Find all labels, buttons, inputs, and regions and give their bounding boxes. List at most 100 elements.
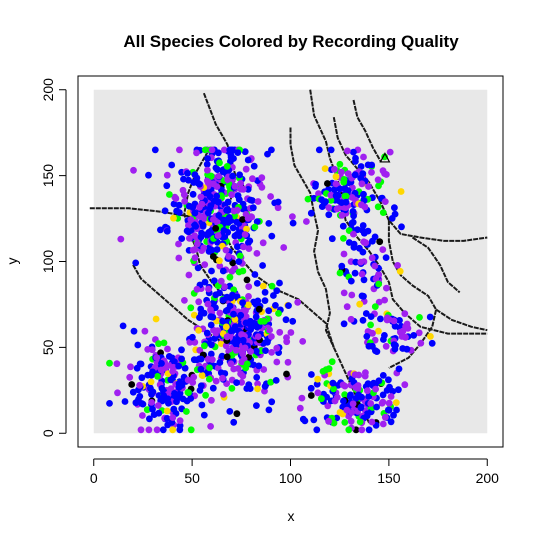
data-point	[244, 156, 252, 164]
data-point	[401, 381, 409, 389]
data-point	[130, 327, 138, 335]
data-point	[358, 201, 365, 209]
data-point	[170, 200, 178, 208]
data-point	[163, 171, 171, 179]
data-point	[229, 259, 237, 267]
stream-line	[387, 220, 438, 369]
data-point	[359, 248, 367, 256]
data-point	[273, 344, 281, 352]
data-point	[233, 410, 241, 418]
data-point	[151, 146, 159, 154]
data-point	[325, 211, 333, 219]
data-point	[237, 185, 245, 193]
data-point	[194, 264, 202, 272]
data-point	[340, 397, 347, 405]
data-point	[384, 406, 392, 414]
data-point	[249, 175, 256, 183]
data-point	[163, 227, 171, 235]
stream-line	[352, 99, 382, 163]
data-point	[236, 171, 244, 179]
data-point	[222, 323, 230, 331]
data-point	[336, 269, 344, 277]
data-point	[209, 253, 217, 260]
data-point	[244, 214, 252, 222]
data-point	[339, 381, 347, 389]
data-point	[153, 426, 161, 434]
data-point	[208, 267, 215, 275]
data-point	[390, 317, 398, 325]
data-point	[381, 296, 388, 304]
data-point	[216, 159, 223, 167]
data-point	[374, 176, 382, 184]
data-point	[164, 395, 172, 403]
data-point	[340, 320, 348, 328]
data-point	[206, 364, 213, 372]
data-point	[208, 356, 216, 363]
data-point	[235, 268, 243, 276]
data-point	[403, 345, 411, 353]
data-point	[209, 300, 217, 308]
data-point	[398, 333, 406, 340]
data-point	[194, 240, 201, 248]
data-point	[169, 426, 177, 434]
data-point	[318, 196, 325, 204]
data-point	[175, 254, 183, 262]
data-point	[285, 302, 292, 309]
data-point	[189, 333, 196, 341]
data-point	[253, 250, 261, 257]
data-point	[272, 302, 279, 309]
data-point	[379, 391, 387, 399]
data-point	[161, 207, 169, 215]
data-point	[153, 354, 161, 361]
data-point	[214, 327, 222, 334]
x-tick-label: 100	[279, 470, 303, 486]
data-point	[312, 180, 319, 188]
data-point	[390, 411, 397, 419]
data-point	[265, 220, 273, 227]
data-point	[267, 378, 275, 386]
data-point	[218, 352, 226, 360]
data-point	[152, 315, 160, 323]
data-point	[379, 398, 387, 406]
data-point	[206, 247, 214, 254]
data-point	[294, 298, 302, 306]
data-point	[190, 311, 198, 319]
data-point	[340, 178, 348, 186]
data-point	[370, 379, 377, 387]
data-point	[237, 370, 245, 378]
data-point	[184, 169, 191, 177]
data-point	[399, 327, 407, 335]
data-point	[336, 185, 344, 193]
data-point	[214, 232, 222, 239]
y-tick-label: 150	[40, 164, 56, 188]
data-point	[201, 342, 208, 350]
data-point	[325, 417, 332, 425]
data-point	[307, 392, 315, 399]
data-point	[246, 237, 254, 245]
data-point	[340, 250, 348, 258]
data-point	[333, 414, 341, 422]
data-point	[355, 391, 362, 399]
data-point	[214, 166, 221, 174]
data-point	[385, 399, 393, 407]
data-point	[145, 171, 152, 179]
data-point	[352, 384, 359, 391]
data-point	[395, 386, 402, 394]
data-point	[241, 344, 249, 352]
data-point	[343, 406, 351, 414]
data-point	[268, 282, 276, 290]
data-point	[190, 373, 198, 381]
data-point	[346, 393, 354, 400]
data-point	[215, 172, 223, 180]
data-point	[171, 193, 179, 201]
data-point	[298, 394, 306, 402]
data-point	[313, 380, 321, 388]
data-point	[223, 163, 231, 170]
data-point	[237, 180, 245, 187]
data-point	[396, 267, 404, 275]
data-point	[222, 246, 230, 254]
data-point	[193, 174, 201, 182]
data-point	[276, 328, 284, 336]
data-point	[132, 399, 140, 407]
